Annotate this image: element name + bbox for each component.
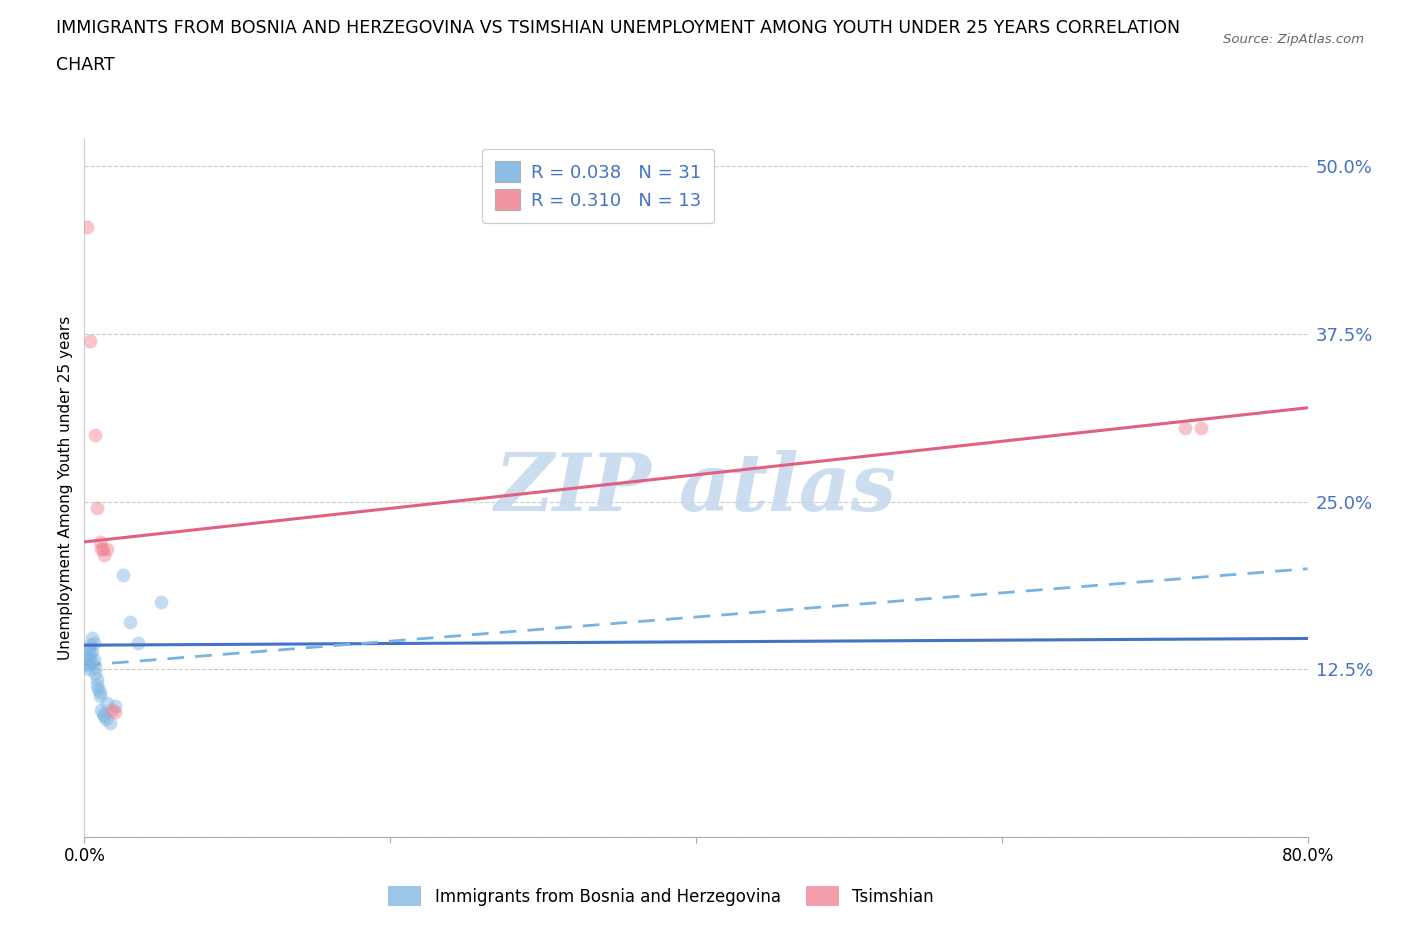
Point — [93, 548, 115, 563]
Legend: Immigrants from Bosnia and Herzegovina, Tsimshian: Immigrants from Bosnia and Herzegovina, … — [381, 880, 941, 912]
Y-axis label: Unemployment Among Youth under 25 years: Unemployment Among Youth under 25 years — [58, 316, 73, 660]
Point — [84, 666, 107, 681]
Point — [91, 541, 114, 556]
Point — [111, 568, 134, 583]
Point — [86, 678, 108, 693]
Point — [104, 705, 127, 720]
Point — [75, 648, 97, 663]
Point — [98, 715, 121, 730]
Point — [104, 698, 127, 713]
Point — [91, 706, 114, 721]
Point — [80, 631, 103, 646]
Point — [83, 635, 105, 650]
Text: ZIP atlas: ZIP atlas — [495, 449, 897, 527]
Point — [76, 219, 98, 234]
Legend: R = 0.038   N = 31, R = 0.310   N = 13: R = 0.038 N = 31, R = 0.310 N = 13 — [482, 149, 714, 223]
Point — [89, 689, 111, 704]
Point — [77, 651, 100, 666]
Point — [127, 635, 149, 650]
Point — [149, 595, 172, 610]
Point — [89, 535, 111, 550]
Point — [90, 541, 112, 556]
Point — [86, 671, 108, 686]
Point — [120, 615, 142, 630]
Point — [89, 684, 111, 699]
Point — [86, 501, 108, 516]
Text: Source: ZipAtlas.com: Source: ZipAtlas.com — [1223, 33, 1364, 46]
Point — [101, 702, 124, 717]
Point — [77, 662, 100, 677]
Point — [1174, 420, 1197, 435]
Point — [84, 659, 107, 674]
Point — [76, 655, 98, 670]
Text: IMMIGRANTS FROM BOSNIA AND HERZEGOVINA VS TSIMSHIAN UNEMPLOYMENT AMONG YOUTH UND: IMMIGRANTS FROM BOSNIA AND HERZEGOVINA V… — [56, 19, 1181, 36]
Point — [83, 653, 105, 668]
Point — [80, 644, 103, 659]
Point — [87, 682, 110, 697]
Point — [80, 655, 103, 670]
Point — [84, 427, 107, 442]
Point — [1189, 420, 1212, 435]
Point — [94, 711, 117, 726]
Point — [96, 696, 118, 711]
Point — [79, 638, 101, 653]
Point — [90, 702, 112, 717]
Point — [93, 709, 115, 724]
Point — [79, 645, 101, 660]
Point — [79, 333, 101, 348]
Point — [96, 541, 118, 556]
Text: CHART: CHART — [56, 56, 115, 73]
Point — [77, 642, 100, 657]
Point — [76, 658, 98, 672]
